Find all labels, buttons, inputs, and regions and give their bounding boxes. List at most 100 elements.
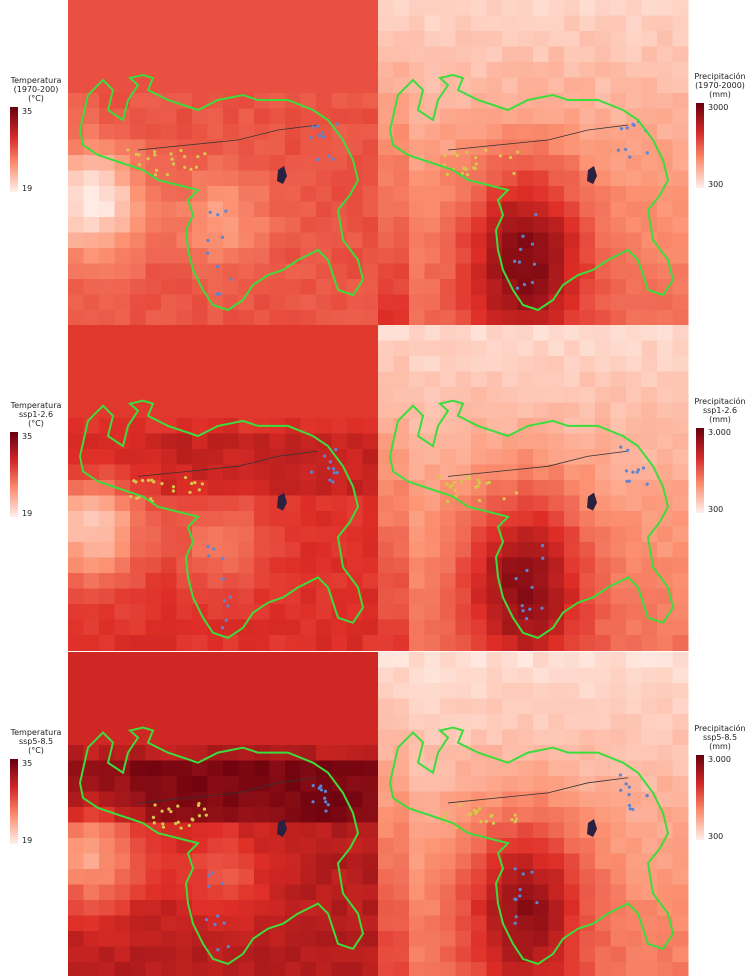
raster-cell: [486, 480, 503, 496]
raster-cell: [378, 356, 394, 372]
raster-cell: [300, 542, 317, 558]
raster-cell: [424, 962, 441, 976]
raster-cell: [362, 853, 379, 870]
raster-cell: [269, 124, 286, 140]
raster-cell: [409, 822, 425, 839]
observation-point: [167, 807, 171, 811]
raster-cell: [626, 511, 642, 527]
observation-point: [530, 280, 535, 285]
raster-cell: [300, 822, 317, 839]
raster-cell: [347, 714, 363, 730]
raster-cell: [316, 962, 332, 976]
raster-cell: [285, 279, 301, 295]
raster-cell: [238, 155, 255, 171]
raster-cell: [192, 791, 208, 808]
observation-point: [221, 577, 225, 581]
raster-cell: [517, 433, 534, 450]
raster-cell: [440, 900, 456, 916]
raster-cell: [393, 294, 410, 311]
raster-cell: [254, 449, 270, 465]
raster-cell: [331, 124, 348, 140]
raster-cell: [502, 232, 518, 249]
raster-cell: [672, 557, 689, 574]
raster-cell: [626, 232, 642, 249]
raster-cell: [161, 807, 177, 823]
raster-cell: [254, 729, 270, 746]
raster-cell: [657, 186, 673, 202]
raster-cell: [409, 838, 425, 854]
raster-cell: [161, 124, 177, 140]
raster-cell: [223, 139, 239, 156]
raster-cell: [347, 838, 363, 854]
observation-point: [442, 163, 446, 167]
raster-cell: [285, 124, 301, 140]
raster-cell: [300, 931, 317, 947]
raster-cell: [641, 900, 658, 916]
raster-cell: [254, 62, 270, 78]
raster-cell: [486, 139, 503, 156]
raster-cell: [626, 838, 642, 854]
raster-cell: [595, 604, 611, 620]
legend: Precipitación ssp5-8.5 (mm) 3.000 300: [690, 724, 750, 841]
raster-cell: [548, 217, 565, 233]
raster-cell: [362, 838, 379, 854]
raster-cell: [223, 248, 239, 264]
raster-cell: [99, 495, 115, 512]
raster-cell: [393, 791, 410, 808]
raster-cell: [223, 418, 239, 434]
raster-cell: [331, 619, 348, 636]
color-bar: [696, 755, 704, 840]
raster-cell: [223, 46, 239, 63]
raster-cell: [207, 714, 224, 730]
raster-cell: [176, 635, 193, 651]
raster-cell: [223, 124, 239, 140]
raster-cell: [68, 667, 84, 684]
raster-cell: [440, 884, 456, 901]
raster-cell: [254, 217, 270, 233]
raster-cell: [238, 31, 255, 47]
raster-cell: [409, 900, 425, 916]
raster-cell: [145, 433, 162, 450]
raster-cell: [83, 387, 100, 403]
raster-cell: [517, 62, 534, 78]
raster-cell: [99, 340, 115, 357]
raster-cell: [223, 279, 239, 295]
raster-cell: [486, 931, 503, 947]
observation-point: [189, 167, 193, 171]
raster-cell: [486, 15, 503, 32]
raster-cell: [548, 108, 565, 125]
raster-cell: [176, 619, 193, 636]
raster-cell: [455, 279, 472, 295]
observation-point: [477, 481, 481, 485]
raster-cell: [440, 667, 456, 684]
raster-cell: [564, 248, 580, 264]
raster-cell: [207, 356, 224, 372]
raster-cell: [393, 884, 410, 901]
observation-point: [203, 152, 207, 156]
raster-cell: [533, 480, 549, 496]
raster-cell: [672, 760, 689, 777]
raster-cell: [378, 652, 394, 668]
raster-cell: [300, 46, 317, 63]
raster-cell: [595, 729, 611, 746]
raster-cell: [424, 232, 441, 249]
raster-cell: [610, 433, 627, 450]
raster-cell: [192, 698, 208, 715]
raster-cell: [517, 248, 534, 264]
raster-cell: [300, 31, 317, 47]
raster-cell: [269, 155, 286, 171]
raster-cell: [533, 186, 549, 202]
raster-cell: [378, 683, 394, 699]
raster-cell: [362, 124, 379, 140]
raster-cell: [672, 186, 689, 202]
raster-cell: [393, 729, 410, 746]
raster-cell: [316, 652, 332, 668]
observation-point: [530, 870, 534, 874]
lake: [277, 166, 287, 184]
raster-cell: [300, 791, 317, 808]
raster-cell: [393, 962, 410, 976]
raster-cell: [455, 838, 472, 854]
raster-cell: [362, 0, 379, 16]
raster-cell: [641, 698, 658, 715]
raster-cell: [564, 279, 580, 295]
